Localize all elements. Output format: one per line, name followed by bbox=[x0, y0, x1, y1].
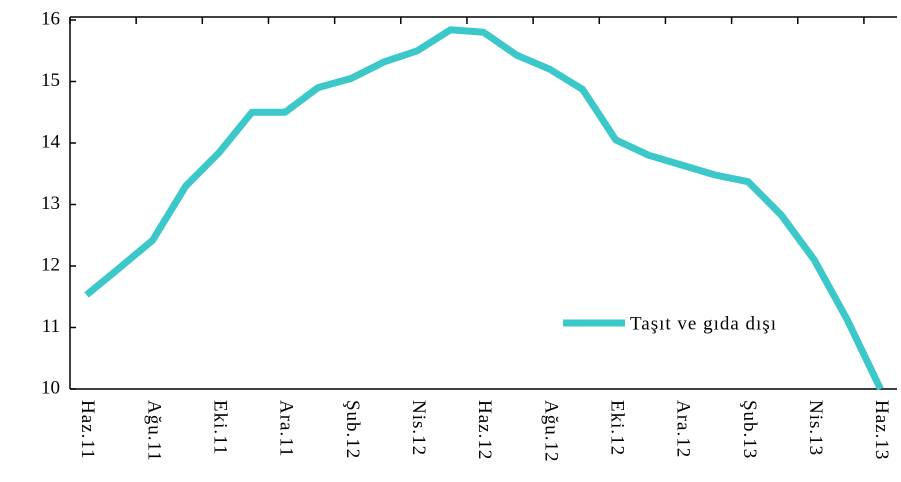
y-tick-label: 12 bbox=[41, 254, 60, 275]
y-tick-label: 16 bbox=[41, 8, 60, 29]
y-tick-label: 11 bbox=[42, 316, 60, 337]
legend-label: Taşıt ve gıda dışı bbox=[630, 313, 777, 334]
y-tick-label: 10 bbox=[41, 377, 60, 398]
x-tick-label: Nis.13 bbox=[805, 400, 826, 456]
x-tick-label: Ara.11 bbox=[276, 400, 297, 458]
series-line bbox=[84, 26, 884, 391]
x-tick-label: Ağu.12 bbox=[540, 400, 561, 462]
x-tick-label: Haz.12 bbox=[474, 400, 495, 460]
x-tick-label: Ağu.11 bbox=[143, 400, 164, 462]
x-tick-label: Şub.12 bbox=[342, 400, 363, 459]
y-tick-label: 13 bbox=[41, 193, 60, 214]
y-tick-label: 15 bbox=[41, 70, 60, 91]
x-tick-label: Haz.11 bbox=[77, 400, 98, 460]
x-tick-label: Eki.12 bbox=[606, 400, 627, 456]
x-tick-label: Haz.13 bbox=[871, 400, 892, 460]
x-tick-label: Şub.13 bbox=[739, 400, 760, 459]
x-tick-label: Eki.11 bbox=[210, 400, 231, 455]
x-tick-label: Ara.12 bbox=[673, 400, 694, 458]
y-tick-label: 14 bbox=[41, 131, 61, 152]
x-tick-label: Nis.12 bbox=[408, 400, 429, 456]
